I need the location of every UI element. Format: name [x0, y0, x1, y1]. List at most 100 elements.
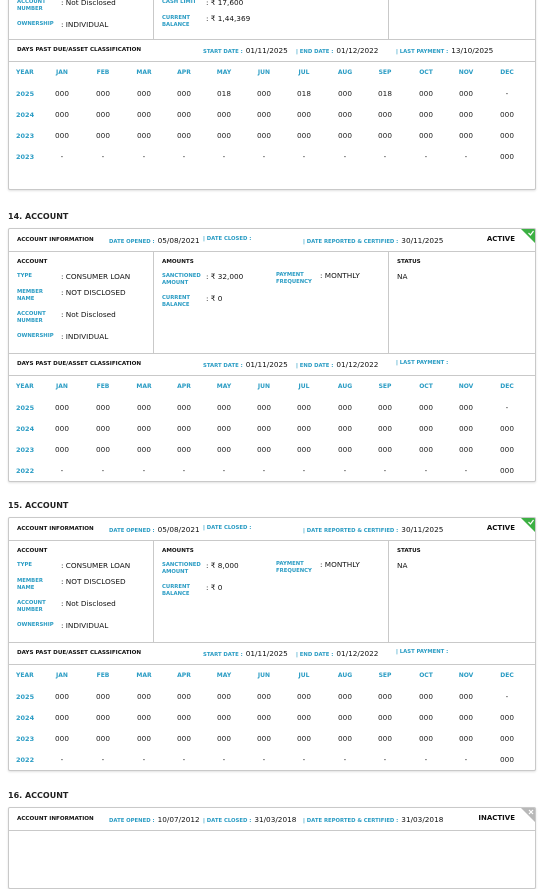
- info-label: | DATE CLOSED :: [203, 525, 252, 531]
- dpd-value: 000: [378, 403, 392, 412]
- field-value: : Not Disclosed: [61, 599, 116, 608]
- dpd-column-header: YEAR: [16, 672, 34, 679]
- info-label: DATE OPENED :: [109, 818, 155, 824]
- dpd-meta: | END DATE :01/12/2022: [296, 46, 378, 55]
- body-column: AMOUNTS SANCTIONED AMOUNT: ₹ 8,000 CURRENT…: [154, 540, 389, 642]
- field-label: ACCOUNT NUMBER: [17, 0, 46, 12]
- field-value: : NOT DISCLOSED: [61, 288, 126, 297]
- dpd-meta-value: 01/11/2025: [245, 649, 288, 658]
- dpd-value: 000: [297, 403, 311, 412]
- dpd-value: 000: [378, 713, 392, 722]
- dpd-value: 000: [96, 110, 110, 119]
- dpd-value: 000: [338, 713, 352, 722]
- dpd-column-header: SEP: [378, 383, 392, 390]
- dpd-value: 000: [500, 445, 514, 454]
- dpd-title: DAYS PAST DUE/ASSET CLASSIFICATION: [17, 361, 142, 367]
- dpd-column-header: SEP: [378, 69, 392, 76]
- dpd-value: 000: [419, 403, 433, 412]
- info-label: | DATE REPORTED & CERTIFIED :: [303, 528, 399, 534]
- dpd-header: DAYS PAST DUE/ASSET CLASSIFICATION START …: [9, 353, 535, 376]
- field: CASH LIMIT: ₹ 17,600: [162, 0, 388, 7]
- dpd-value: -: [302, 755, 306, 764]
- status-corner: [521, 808, 535, 822]
- dpd-value: -: [302, 466, 306, 475]
- dpd-value: 000: [500, 466, 514, 475]
- dpd-value: 000: [419, 713, 433, 722]
- dpd-value: 000: [500, 110, 514, 119]
- dpd-column-header: APR: [177, 383, 191, 390]
- dpd-meta: | END DATE :01/12/2022: [296, 649, 378, 658]
- dpd-value: 000: [297, 424, 311, 433]
- dpd-value: 000: [137, 424, 151, 433]
- dpd-value: 000: [378, 424, 392, 433]
- dpd-meta-label: | END DATE :: [296, 49, 334, 55]
- dpd-value: 000: [419, 445, 433, 454]
- dpd-year: 2022: [16, 467, 35, 475]
- dpd-column-header: AUG: [337, 672, 353, 679]
- dpd-meta: START DATE :01/11/2025: [203, 46, 288, 55]
- dpd-column-header: JUN: [257, 672, 271, 679]
- info-label: | DATE REPORTED & CERTIFIED :: [303, 818, 399, 824]
- dpd-value: 000: [137, 110, 151, 119]
- field-label: OWNERSHIP: [17, 333, 54, 339]
- field: OWNERSHIP: INDIVIDUAL: [17, 333, 153, 341]
- dpd-value: -: [262, 466, 266, 475]
- dpd-value: -: [222, 466, 226, 475]
- field-label: MEMBER NAME: [17, 578, 43, 591]
- dpd-meta-label: START DATE :: [203, 49, 243, 55]
- dpd-column-header: MAR: [136, 672, 152, 679]
- body-column: AMOUNTS SANCTIONED AMOUNT: ₹ 32,000 CURREN…: [154, 251, 389, 353]
- dpd-column-header: JAN: [56, 672, 68, 679]
- dpd-column-header: JAN: [56, 383, 68, 390]
- dpd-value: 000: [338, 424, 352, 433]
- dpd-value: 000: [137, 692, 151, 701]
- dpd-value: -: [505, 692, 509, 701]
- dpd-value: 000: [257, 131, 271, 140]
- dpd-value: 000: [55, 445, 69, 454]
- field: TYPE: CONSUMER LOAN: [17, 562, 153, 570]
- dpd-value: 000: [338, 692, 352, 701]
- dpd-value: 000: [500, 152, 514, 161]
- dpd-meta: | LAST PAYMENT :: [396, 360, 448, 366]
- dpd-value: 000: [378, 734, 392, 743]
- field: ACCOUNT NUMBER: Not Disclosed: [17, 0, 153, 13]
- field-label: ACCOUNT NUMBER: [17, 600, 46, 613]
- dpd-value: 000: [96, 424, 110, 433]
- dpd-value: 000: [338, 734, 352, 743]
- dpd-column-header: FEB: [96, 672, 110, 679]
- field: CURRENT BALANCE: ₹ 0: [162, 295, 388, 309]
- account-card: ACCOUNT INFORMATION DATE OPENED :05/08/20…: [8, 517, 536, 771]
- dpd-value: 000: [297, 734, 311, 743]
- dpd-value: 000: [96, 734, 110, 743]
- account-card: ACCOUNT INFORMATION DATE OPENED :05/08/20…: [8, 228, 536, 482]
- dpd-value: 000: [459, 692, 473, 701]
- dpd-column-header: OCT: [419, 69, 433, 76]
- dpd-column-header: AUG: [337, 69, 353, 76]
- field-value: : CONSUMER LOAN: [61, 561, 131, 570]
- dpd-meta-value: 01/12/2022: [336, 46, 379, 55]
- dpd-meta-value: 01/11/2025: [245, 360, 288, 369]
- dpd-value: -: [222, 152, 226, 161]
- column-heading: STATUS: [397, 548, 421, 554]
- dpd-value: 000: [459, 110, 473, 119]
- dpd-value: -: [383, 466, 387, 475]
- dpd-column-header: NOV: [458, 69, 474, 76]
- field-value: : ₹ 17,600: [206, 0, 244, 7]
- dpd-year: 2023: [16, 132, 35, 140]
- dpd-value: 000: [297, 131, 311, 140]
- field-label: OWNERSHIP: [17, 622, 54, 628]
- info-value: 10/07/2012: [157, 815, 200, 824]
- dpd-value: 000: [217, 713, 231, 722]
- field-label: ACCOUNT NUMBER: [17, 311, 46, 324]
- dpd-year: 2024: [16, 425, 35, 433]
- info-value: 05/08/2021: [157, 236, 200, 245]
- dpd-column-header: OCT: [419, 672, 433, 679]
- dpd-value: -: [383, 755, 387, 764]
- dpd-value: 000: [177, 403, 191, 412]
- field-value: : ₹ 0: [206, 294, 223, 303]
- dpd-header: DAYS PAST DUE/ASSET CLASSIFICATION START …: [9, 39, 535, 62]
- dpd-value: 000: [55, 692, 69, 701]
- dpd-value: 000: [217, 734, 231, 743]
